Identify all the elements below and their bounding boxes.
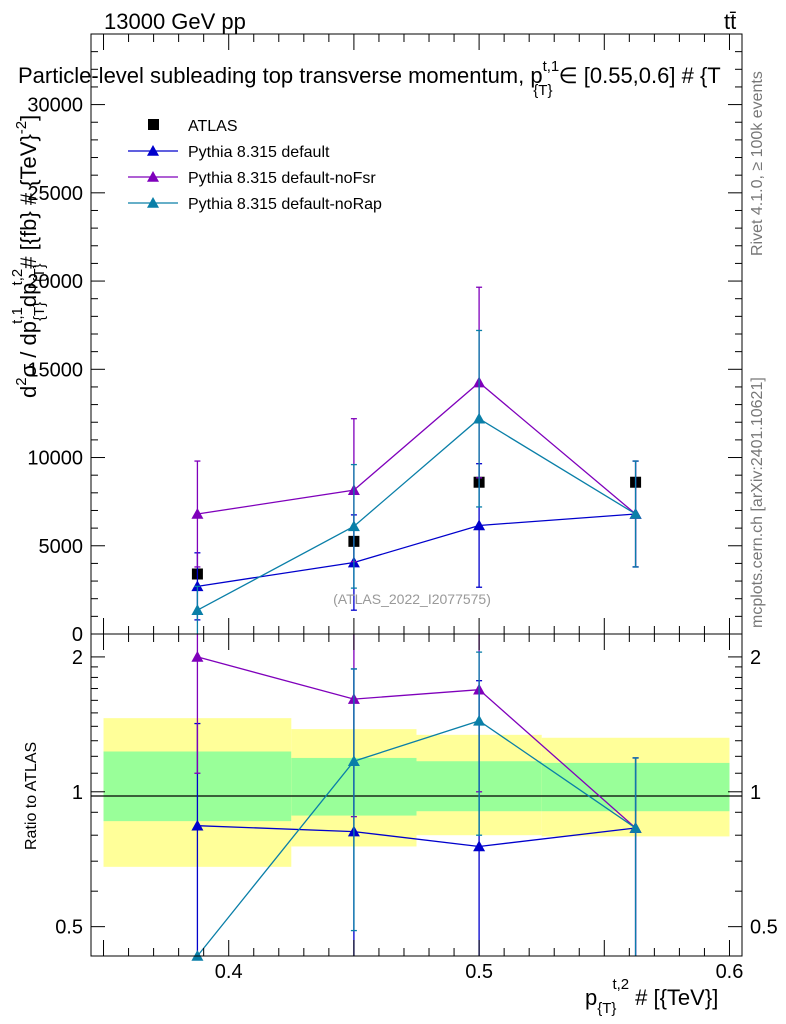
ratio-y-tick-label: 0.5 <box>55 917 83 939</box>
x-tick-label: 0.5 <box>465 961 493 983</box>
main-y-tick-label: 0 <box>72 624 83 646</box>
legend-marker <box>148 119 159 130</box>
legend: ATLAS Pythia 8.315 default Pythia 8.315 de… <box>128 118 382 213</box>
main-series-layer <box>191 286 642 634</box>
legend-marker <box>147 145 159 156</box>
series-line <box>197 513 636 587</box>
ratio-series-layer <box>191 634 642 961</box>
main-y-ticks: 0 5000 10000 15000 20000 25000 30000 <box>27 51 742 646</box>
x-tick-label: 0.6 <box>716 961 744 983</box>
ratio-y-tick-label-right: 1 <box>750 782 761 804</box>
ratio-series-pythia-8-315-default-norap <box>191 651 642 961</box>
series-atlas <box>191 476 642 580</box>
ratio-y-tick-label: 1 <box>72 782 83 804</box>
main-y-tick-label: 5000 <box>39 536 84 558</box>
ratio-y-ticks: 0.5 0.5 1 1 2 2 <box>55 647 778 939</box>
legend-item-pythia-8-315-default-nofsr: Pythia 8.315 default-noFsr <box>128 170 376 187</box>
ratio-y-tick-label-right: 0.5 <box>750 917 778 939</box>
main-y-tick-label: 25000 <box>27 183 83 205</box>
analysis-watermark: (ATLAS_2022_I2077575) <box>333 591 491 607</box>
legend-item-atlas: ATLAS <box>148 118 238 135</box>
ratio-data-point <box>473 714 486 726</box>
mcplots-label: mcplots.cern.ch [arXiv:2401.10621] <box>749 377 766 628</box>
series-line <box>197 381 637 515</box>
ratio-data-point <box>473 840 486 852</box>
main-y-axis-label: d2σ / dp{T}t,1dp{T}t,2# [{fb} # {TeV}-2] <box>9 115 48 398</box>
data-point <box>473 412 486 424</box>
main-y-tick-label: 20000 <box>27 271 83 293</box>
data-point <box>191 508 204 519</box>
legend-label: Pythia 8.315 default <box>188 144 330 161</box>
series-pythia-8-315-default-norap <box>191 329 642 634</box>
legend-label: Pythia 8.315 default-noRap <box>188 196 382 213</box>
legend-marker <box>147 197 159 208</box>
legend-item-pythia-8-315-default: Pythia 8.315 default <box>128 144 330 161</box>
ratio-series-line <box>197 825 636 848</box>
main-y-tick-label: 15000 <box>27 359 83 381</box>
ratio-data-point <box>191 819 204 831</box>
legend-label: ATLAS <box>188 118 238 135</box>
ratio-series-line <box>197 656 637 829</box>
ratio-panel: 0.5 0.5 1 1 2 2 0.4 0.5 0.6 Ratio to ATLAS p{T}… <box>23 633 778 1017</box>
beam-label: 13000 GeV pp <box>104 9 246 34</box>
ratio-y-tick-label: 2 <box>72 647 83 669</box>
ratio-data-point <box>629 822 642 833</box>
legend-label: Pythia 8.315 default-noFsr <box>188 170 376 187</box>
ratio-data-point <box>191 650 204 662</box>
main-panel: 0 5000 10000 15000 20000 25000 30000 (ATLAS_20… <box>9 33 743 646</box>
legend-item-pythia-8-315-default-norap: Pythia 8.315 default-noRap <box>128 196 382 213</box>
data-point <box>473 519 486 531</box>
ratio-x-ticks: 0.4 0.5 0.6 <box>103 634 744 983</box>
ratio-frame <box>90 633 743 957</box>
main-x-ticks <box>103 34 730 634</box>
process-label: tt̄ <box>724 9 736 34</box>
ratio-data-point <box>191 950 204 961</box>
x-tick-label: 0.4 <box>215 961 243 983</box>
main-y-tick-label: 30000 <box>27 95 83 117</box>
series-line <box>197 417 636 611</box>
ratio-series-line <box>196 720 636 957</box>
chart-title: Particle-level subleading top transverse… <box>18 58 721 99</box>
data-point <box>347 520 360 532</box>
data-point <box>629 508 642 519</box>
legend-marker <box>147 171 159 182</box>
ratio-data-point <box>347 755 360 767</box>
main-y-tick-label: 10000 <box>27 448 83 470</box>
ratio-y-tick-label-right: 2 <box>750 647 761 669</box>
series-pythia-8-315-default-nofsr <box>191 286 642 568</box>
data-point <box>191 604 204 615</box>
ratio-y-axis-label: Ratio to ATLAS <box>23 742 40 850</box>
rivet-label: Rivet 4.1.0, ≥ 100k events <box>749 71 766 256</box>
x-axis-label: p{T}t,2# [{TeV}] <box>585 976 718 1017</box>
